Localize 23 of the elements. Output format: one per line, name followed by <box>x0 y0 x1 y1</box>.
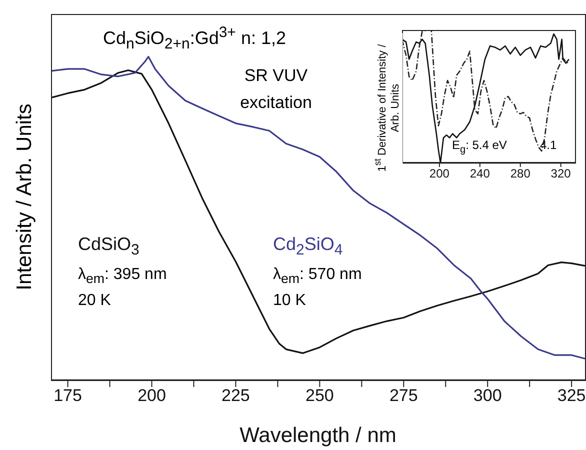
text: CdSiO$_{3}$ <box>78 234 140 259</box>
x-tick-label: 200 <box>138 386 166 406</box>
annotation: SR VUV excitation <box>239 65 313 114</box>
x-tick-label: 175 <box>54 386 82 406</box>
x-tick-label: 320 <box>550 166 572 181</box>
x-tick-label: 325 <box>557 386 586 406</box>
x-tick-label: 300 <box>473 386 502 406</box>
x-axis-title: Wavelength / nm <box>240 424 396 447</box>
annotation: λ$_{em}$: 395 nm <box>78 266 167 286</box>
x-tick-label: 240 <box>470 166 490 181</box>
y-axis-title: Intensity / Arb. Units <box>13 104 37 290</box>
x-tick-label: 250 <box>305 386 334 406</box>
x-tick-label: 200 <box>429 166 450 181</box>
text: Cd$_{2}$SiO$_{4}$ <box>273 234 343 259</box>
annotation: 10 K <box>273 292 306 310</box>
annotation: 20 K <box>78 292 111 310</box>
annotation: λ$_{em}$: 570 nm <box>273 266 362 286</box>
x-tick-label: 280 <box>510 166 531 181</box>
annotation: 4.1 <box>540 138 557 152</box>
x-tick-label: 225 <box>222 386 250 406</box>
x-tick-label: 275 <box>389 386 418 406</box>
annotation: E$_{g}$: 5.4 eV <box>452 138 507 156</box>
chart-title: Cd$_{n}$SiO$_{2+n}$:Gd$^{3+}$ n: 1,2 <box>103 24 286 53</box>
